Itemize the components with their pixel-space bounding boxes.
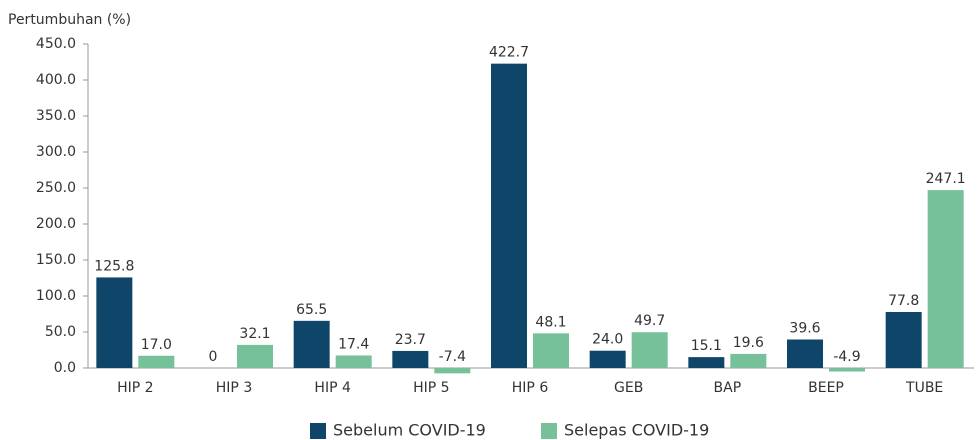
x-tick-label: HIP 2: [117, 380, 153, 396]
value-label: 247.1: [926, 171, 966, 187]
x-tick-label: HIP 3: [216, 380, 252, 396]
x-tick-label: HIP 4: [314, 380, 351, 396]
value-label: 125.8: [94, 258, 134, 274]
legend-swatch: [310, 423, 326, 439]
x-tick-label: HIP 6: [512, 380, 549, 396]
y-tick-label: 300.0: [36, 144, 76, 160]
value-label: 23.7: [395, 332, 426, 348]
y-tick-label: 100.0: [36, 288, 76, 304]
bar: [237, 344, 273, 368]
y-tick-label: 250.0: [36, 180, 76, 196]
value-label: 15.1: [691, 338, 722, 354]
bar: [688, 357, 725, 368]
value-label: 39.6: [789, 320, 820, 336]
y-tick-label: 350.0: [36, 108, 76, 124]
bar: [335, 355, 372, 368]
value-label: 48.1: [535, 314, 566, 330]
y-tick-label: 450.0: [36, 36, 76, 52]
value-label: 17.0: [141, 337, 172, 353]
y-tick-label: 50.0: [45, 324, 76, 340]
bar: [138, 355, 175, 368]
bar: [96, 277, 133, 368]
bar: [787, 339, 823, 368]
value-label: -4.9: [833, 349, 860, 365]
bar: [589, 350, 626, 368]
value-label: 77.8: [888, 293, 919, 309]
x-tick-label: HIP 5: [413, 380, 449, 396]
bar: [730, 353, 767, 368]
y-tick-label: 200.0: [36, 216, 76, 232]
value-label: -7.4: [439, 349, 466, 365]
y-tick-label: 400.0: [36, 72, 76, 88]
x-tick-label: BAP: [714, 380, 742, 396]
bar: [491, 63, 527, 368]
bar: [293, 320, 330, 368]
y-tick-label: 150.0: [36, 252, 76, 268]
value-label: 422.7: [489, 45, 529, 61]
bar: [631, 332, 668, 368]
bar: [927, 190, 964, 368]
y-tick-label: 0.0: [54, 360, 76, 376]
value-label: 24.0: [592, 332, 623, 348]
bar: [829, 368, 865, 372]
x-tick-label: TUBE: [905, 380, 943, 396]
legend-label: Selepas COVID-19: [564, 421, 709, 440]
legend-label: Sebelum COVID-19: [333, 421, 486, 440]
value-label: 19.6: [733, 335, 764, 351]
value-label: 49.7: [634, 313, 665, 329]
bar: [533, 333, 569, 368]
x-tick-label: GEB: [614, 380, 643, 396]
value-label: 32.1: [239, 326, 270, 342]
value-label: 17.4: [338, 336, 369, 352]
legend-swatch: [541, 423, 557, 439]
value-label: 0: [209, 349, 218, 365]
value-label: 65.5: [296, 302, 327, 318]
bar: [434, 368, 471, 374]
y-axis-label: Pertumbuhan (%): [8, 12, 131, 28]
bar: [392, 350, 429, 368]
bar: [885, 311, 922, 368]
x-tick-label: BEEP: [808, 380, 844, 396]
